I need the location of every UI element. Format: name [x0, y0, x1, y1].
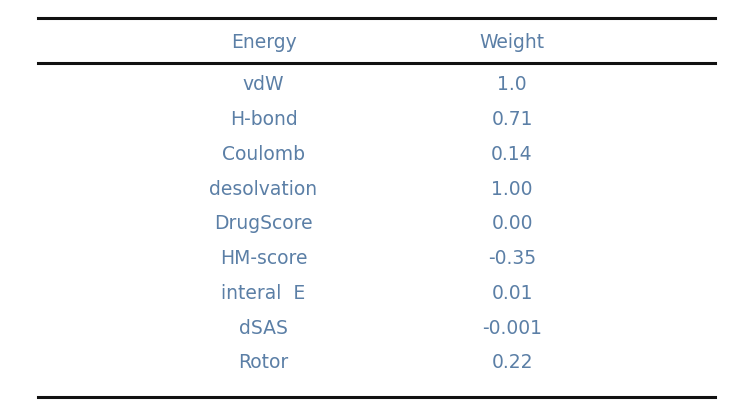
Text: 0.14: 0.14: [491, 145, 533, 164]
Text: Energy: Energy: [230, 33, 297, 52]
Text: desolvation: desolvation: [209, 179, 318, 199]
Text: interal  E: interal E: [221, 284, 306, 303]
Text: vdW: vdW: [242, 75, 285, 95]
Text: DrugScore: DrugScore: [215, 214, 312, 234]
Text: H-bond: H-bond: [230, 110, 297, 129]
Text: 1.0: 1.0: [497, 75, 527, 95]
Text: 0.00: 0.00: [491, 214, 533, 234]
Text: Rotor: Rotor: [239, 353, 288, 372]
Text: Weight: Weight: [480, 33, 544, 52]
Text: -0.001: -0.001: [482, 318, 542, 338]
Text: 0.71: 0.71: [491, 110, 533, 129]
Text: HM-score: HM-score: [220, 249, 307, 268]
Text: 0.22: 0.22: [491, 353, 533, 372]
Text: 0.01: 0.01: [491, 284, 533, 303]
Text: dSAS: dSAS: [239, 318, 288, 338]
Text: -0.35: -0.35: [488, 249, 536, 268]
Text: 1.00: 1.00: [491, 179, 533, 199]
Text: Coulomb: Coulomb: [222, 145, 305, 164]
